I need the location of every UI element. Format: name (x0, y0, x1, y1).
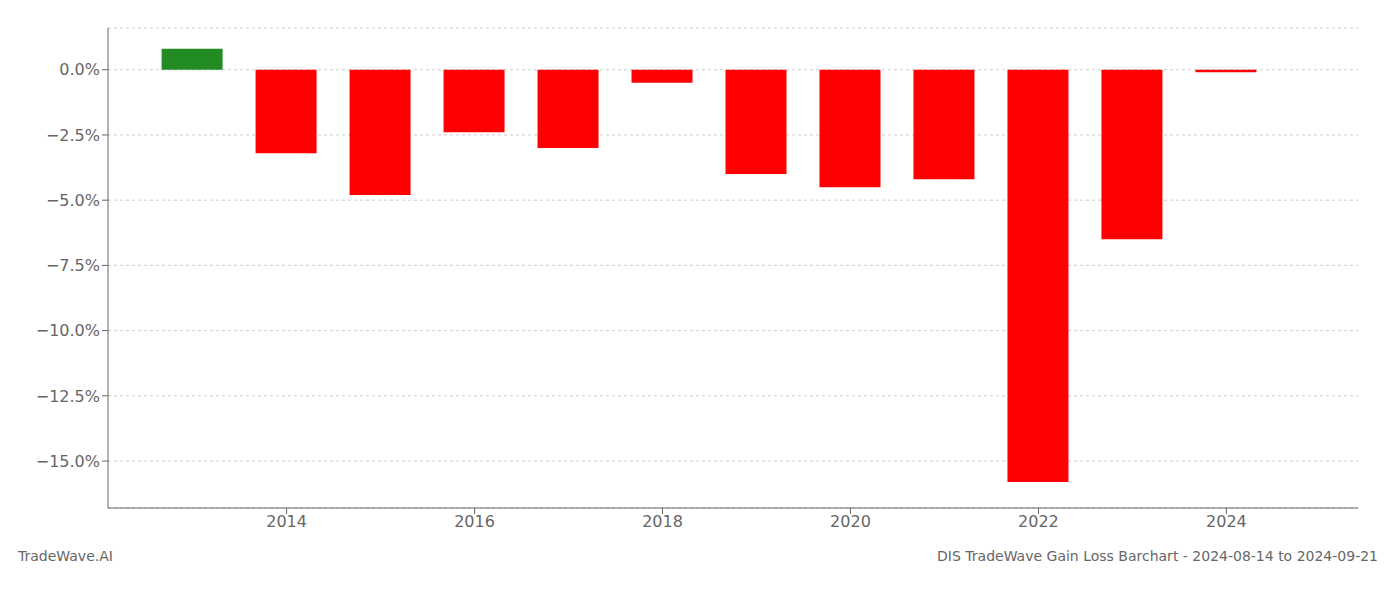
svg-text:2014: 2014 (266, 512, 307, 531)
svg-text:−12.5%: −12.5% (36, 387, 100, 406)
svg-text:−10.0%: −10.0% (36, 321, 100, 340)
svg-text:2022: 2022 (1018, 512, 1059, 531)
svg-text:−15.0%: −15.0% (36, 452, 100, 471)
svg-text:−5.0%: −5.0% (46, 191, 100, 210)
svg-text:2016: 2016 (454, 512, 495, 531)
svg-text:−2.5%: −2.5% (46, 126, 100, 145)
html-text:DIS TradeWave Gain Loss Barcha: DIS TradeWave Gain Loss Barchart - 2024-… (937, 548, 1378, 564)
svg-text:2018: 2018 (642, 512, 683, 531)
html-text:TradeWave.AI: TradeWave.AI (18, 548, 113, 564)
svg-text:−7.5%: −7.5% (46, 256, 100, 275)
svg-text:0.0%: 0.0% (59, 60, 100, 79)
svg-text:2020: 2020 (830, 512, 871, 531)
svg-text:2024: 2024 (1206, 512, 1247, 531)
